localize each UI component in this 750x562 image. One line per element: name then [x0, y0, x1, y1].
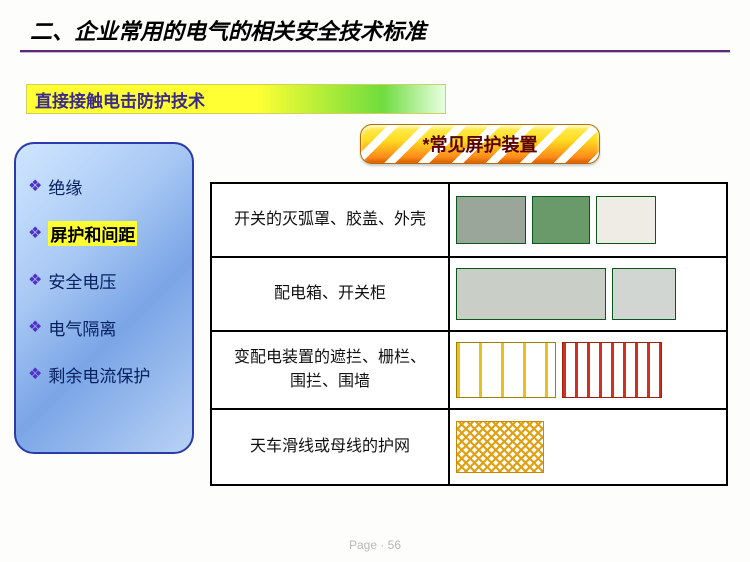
thumbnail-image	[456, 421, 544, 473]
row-label: 配电箱、开关柜	[212, 258, 450, 330]
row-thumbs	[450, 258, 726, 330]
table-row: 配电箱、开关柜	[212, 258, 726, 332]
sidebar-item-label: 安全电压	[48, 268, 116, 293]
row-thumbs	[450, 410, 726, 484]
shield-devices-table: 开关的灭弧罩、胶盖、外壳配电箱、开关柜变配电装置的遮拦、栅栏、 围拦、围墙天车滑…	[210, 182, 728, 486]
sidebar-item-label: 剩余电流保护	[48, 362, 150, 387]
row-thumbs	[450, 332, 726, 408]
table-row: 天车滑线或母线的护网	[212, 410, 726, 484]
bullet-icon: ❖	[28, 179, 42, 195]
callout-text: *常见屏护装置	[422, 131, 537, 157]
sidebar: ❖ 绝缘 ❖ 屏护和间距 ❖ 安全电压 ❖ 电气隔离 ❖ 剩余电流保护	[14, 142, 194, 454]
bullet-icon: ❖	[28, 367, 42, 383]
sidebar-item-0[interactable]: ❖ 绝缘	[28, 174, 184, 199]
callout-badge: *常见屏护装置	[360, 124, 600, 164]
thumbnail-image	[596, 196, 656, 244]
row-label: 天车滑线或母线的护网	[212, 410, 450, 484]
bullet-icon: ❖	[28, 273, 42, 289]
bullet-icon: ❖	[28, 226, 42, 242]
subtitle-bar: 直接接触电击防护技术	[26, 84, 446, 114]
row-label: 变配电装置的遮拦、栅栏、 围拦、围墙	[212, 332, 450, 408]
sidebar-item-4[interactable]: ❖ 剩余电流保护	[28, 362, 184, 387]
thumbnail-image	[456, 342, 556, 398]
sidebar-item-3[interactable]: ❖ 电气隔离	[28, 315, 184, 340]
thumbnail-image	[532, 196, 590, 244]
sidebar-item-label: 绝缘	[48, 174, 82, 199]
row-thumbs	[450, 184, 726, 256]
thumbnail-image	[562, 342, 662, 398]
thumbnail-image	[612, 268, 676, 320]
thumbnail-image	[456, 268, 606, 320]
bullet-icon: ❖	[28, 320, 42, 336]
sidebar-item-1[interactable]: ❖ 屏护和间距	[28, 221, 184, 246]
sidebar-item-label: 电气隔离	[48, 315, 116, 340]
section-title: 二、企业常用的电气的相关安全技术标准	[30, 14, 426, 46]
table-row: 开关的灭弧罩、胶盖、外壳	[212, 184, 726, 258]
row-label: 开关的灭弧罩、胶盖、外壳	[212, 184, 450, 256]
table-row: 变配电装置的遮拦、栅栏、 围拦、围墙	[212, 332, 726, 410]
sidebar-item-label: 屏护和间距	[48, 221, 137, 246]
title-underline	[20, 50, 730, 53]
page-footer: Page · 56	[0, 538, 750, 552]
sidebar-item-2[interactable]: ❖ 安全电压	[28, 268, 184, 293]
thumbnail-image	[456, 196, 526, 244]
subtitle-text: 直接接触电击防护技术	[35, 87, 205, 112]
